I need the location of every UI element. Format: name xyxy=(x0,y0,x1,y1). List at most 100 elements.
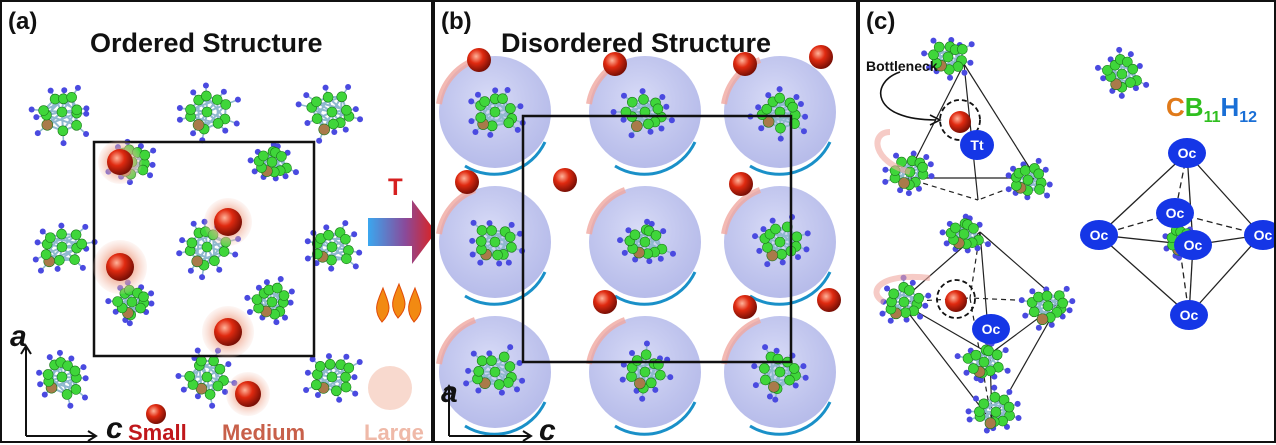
cation-4 xyxy=(214,318,242,346)
rotation-arrow-3 xyxy=(749,141,832,176)
cation-b-1 xyxy=(603,52,627,76)
cb11h12-cluster-mid-1 xyxy=(247,141,299,182)
cation-b-7 xyxy=(593,290,617,314)
cb11h12-cluster-b-7 xyxy=(463,344,526,396)
cb11h12-cluster-b-2 xyxy=(610,88,675,139)
cb11h12-cluster-2 xyxy=(176,82,241,144)
legend-medium-label: Medium xyxy=(222,420,306,443)
oct-site-center: Oc xyxy=(1174,230,1212,260)
cation-b-6 xyxy=(729,172,753,196)
rotation-arrow-6 xyxy=(749,271,832,306)
cation-3 xyxy=(106,253,134,281)
legend-medium-ion xyxy=(235,381,261,407)
cb11h12-cluster-7 xyxy=(36,349,89,409)
rotation-arrow-7 xyxy=(464,401,547,436)
cb11h12-cluster-b-5 xyxy=(617,218,676,265)
tetrahedral-site: Tt xyxy=(960,130,994,160)
formula-b-sub: 11 xyxy=(1203,109,1221,127)
motion-trail-2 xyxy=(873,273,931,305)
oct-site-right: Oc xyxy=(1244,220,1274,250)
panel-a-label: (a) xyxy=(8,8,38,35)
temperature-label: T xyxy=(388,174,403,201)
legend-small-label: Small xyxy=(128,420,187,443)
temperature-arrow xyxy=(368,200,431,264)
legend-small-ion xyxy=(146,404,166,424)
oct-site-top: Oc xyxy=(1168,138,1206,168)
rotation-trail-6 xyxy=(721,187,762,235)
cation-b-3 xyxy=(809,45,833,69)
formula-b: B xyxy=(1184,92,1204,122)
rotation-trail-7 xyxy=(436,317,477,365)
cation-c-2 xyxy=(945,290,967,312)
rotation-trail-5 xyxy=(586,187,627,235)
flame-1 xyxy=(392,282,406,319)
panel-a-title: Ordered Structure xyxy=(90,28,323,58)
rotation-arrow-5 xyxy=(614,271,697,306)
formula-c: C xyxy=(1166,92,1185,122)
right-oct-edge-4 xyxy=(1188,234,1262,316)
cb11h12-cluster-c-8 xyxy=(965,384,1022,434)
cb11h12-cluster-b-4 xyxy=(469,219,526,267)
legend-large-ion xyxy=(368,366,412,410)
formula-label: CB11H12 xyxy=(1166,92,1257,127)
flame-0 xyxy=(376,286,390,323)
bottleneck-pointer xyxy=(879,71,937,121)
rotation-trail-8 xyxy=(586,317,627,365)
cation-1 xyxy=(107,149,133,175)
axis-c-label-b: c xyxy=(539,414,556,443)
rotation-arrow-1 xyxy=(464,141,547,176)
cation-b-9 xyxy=(817,288,841,312)
oct-site-back: Oc xyxy=(1156,198,1194,228)
cation-b-2 xyxy=(733,52,757,76)
panel-ordered-structure: (a) Ordered Structure a c Small Medium L… xyxy=(0,0,433,443)
cb11h12-cluster-b-8 xyxy=(619,340,674,402)
oct-site-lower-cage: Oc xyxy=(972,314,1010,344)
oct-edge-6 xyxy=(899,301,993,423)
oct-site-bottom: Oc xyxy=(1170,300,1208,330)
axes-b-c-head xyxy=(522,430,533,441)
rotation-arrow-9 xyxy=(749,401,832,436)
right-oct-edge-3 xyxy=(1098,234,1190,316)
unit-cell-b xyxy=(521,114,793,364)
bottleneck-circle-2 xyxy=(936,279,976,319)
axes-a-a-head xyxy=(20,344,32,355)
oct-edge-9 xyxy=(969,297,993,423)
cb11h12-cluster-1 xyxy=(28,84,90,147)
cation-c-1 xyxy=(949,111,971,133)
axes-a-c-head xyxy=(87,430,98,441)
oct-site-left: Oc xyxy=(1080,220,1118,250)
cb11h12-cluster-6 xyxy=(304,220,363,272)
cation-2 xyxy=(214,208,242,236)
cb11h12-cluster-4 xyxy=(32,222,98,274)
cb11h12-cluster-c-7 xyxy=(954,339,1011,384)
unit-cell-a xyxy=(92,140,316,358)
cb11h12-cluster-c-3 xyxy=(1005,157,1053,201)
panel-b-label: (b) xyxy=(441,8,472,35)
right-oct-edge-1 xyxy=(1186,152,1262,236)
axes-b-a-head xyxy=(443,384,455,395)
cb11h12-cluster-9 xyxy=(303,353,363,403)
rotation-arrow-4 xyxy=(464,271,547,306)
disordered-structure-diagram xyxy=(436,45,841,441)
panel-c-label: (c) xyxy=(866,8,896,35)
axis-a-label-b: a xyxy=(441,376,458,409)
axis-a-label: a xyxy=(10,320,27,353)
bottleneck-pointer-head xyxy=(929,114,942,126)
panel-disordered-structure: (b) Disordered Structure a c xyxy=(433,0,858,443)
tetra-edge-1 xyxy=(963,63,1037,179)
cation-b-8 xyxy=(733,295,757,319)
cation-b-0 xyxy=(467,48,491,72)
formula-h: H xyxy=(1220,92,1240,122)
panel-interstitial-sites: (c) Bottleneck CB11H12 Tt Oc Oc Oc Oc Oc… xyxy=(858,0,1276,443)
cb11h12-cluster-c-0 xyxy=(921,37,975,81)
formula-h-sub: 12 xyxy=(1239,109,1258,127)
panel-b-title: Disordered Structure xyxy=(501,28,772,58)
legend-large-label: Large xyxy=(364,420,424,443)
rotation-trail-9 xyxy=(721,317,762,365)
right-oct-edge-0 xyxy=(1098,152,1188,236)
bottleneck-circle-1 xyxy=(939,99,981,141)
rotation-arrow-2 xyxy=(614,141,697,176)
sites-diagram xyxy=(873,37,1262,434)
bottleneck-label: Bottleneck xyxy=(866,58,938,74)
ordered-structure-diagram xyxy=(20,82,431,441)
